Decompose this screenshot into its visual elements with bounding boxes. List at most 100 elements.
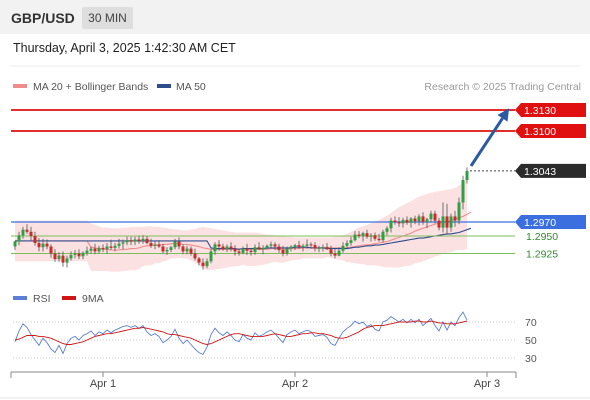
candle-body [313, 245, 317, 249]
candle [445, 203, 449, 235]
candle [341, 242, 345, 253]
candle [93, 243, 97, 255]
candle [125, 236, 129, 246]
candle [249, 247, 253, 256]
candle-body [405, 219, 409, 223]
candle [385, 226, 389, 236]
candle-body [261, 247, 265, 250]
candle [461, 175, 465, 210]
candle [201, 258, 205, 270]
candle [109, 239, 113, 250]
candle [53, 249, 57, 262]
candle [381, 229, 385, 243]
candle-body [129, 240, 133, 242]
candle [313, 242, 317, 252]
legend-swatch-ma20 [13, 84, 27, 88]
candle [193, 248, 197, 261]
candle-body [109, 246, 113, 248]
candle [413, 215, 417, 225]
candle-body [445, 216, 449, 228]
candle [37, 238, 41, 252]
candle [61, 251, 65, 267]
level-tag-1.3043 [515, 163, 586, 178]
candle-body [85, 250, 89, 253]
candle-body [61, 255, 65, 263]
candle-body [145, 238, 149, 243]
candle [161, 243, 165, 254]
candle-body [189, 248, 193, 254]
candle-body [81, 252, 85, 257]
candle-body [169, 247, 173, 250]
candle-body [389, 220, 393, 229]
candle-body [349, 240, 353, 243]
candle-body [125, 240, 129, 243]
candle [397, 217, 401, 227]
candle [349, 236, 353, 246]
candle-body [233, 248, 237, 252]
candle-body [45, 243, 49, 247]
candle [185, 245, 189, 255]
candle [289, 245, 293, 252]
candle [181, 244, 185, 255]
candle [169, 245, 173, 253]
candle-body [333, 253, 337, 256]
candle-body [361, 233, 365, 236]
candle [81, 251, 85, 260]
candle-body [337, 250, 341, 256]
candle-body [161, 246, 165, 252]
candle-body [229, 246, 233, 249]
candle-body [205, 261, 209, 267]
candle [105, 243, 109, 254]
time-label: Apr 3 [474, 378, 500, 390]
candle [453, 210, 457, 227]
candle-body [41, 243, 45, 248]
candle-body [17, 235, 21, 242]
timeframe-button[interactable]: 30 MIN [82, 7, 133, 29]
candle-body [49, 246, 53, 254]
candle [333, 249, 337, 259]
header-bar: GBP/USD 30 MIN [0, 0, 590, 34]
candle-body [237, 251, 241, 253]
candle [69, 251, 73, 261]
candle-body [325, 247, 329, 250]
candle [377, 233, 381, 242]
candle-body [25, 229, 29, 232]
candle [433, 210, 437, 224]
candle [317, 245, 321, 253]
candle [17, 231, 21, 246]
legend-label-9ma: 9MA [82, 293, 104, 305]
candle-body [221, 246, 225, 250]
candle-body [353, 234, 357, 241]
candle [429, 210, 433, 222]
candle-body [177, 241, 181, 247]
candle-body [201, 262, 205, 267]
candle [245, 243, 249, 255]
candle-body [377, 238, 381, 241]
candle [133, 236, 137, 246]
candle-body [449, 216, 453, 228]
candle [393, 216, 397, 225]
candle-body [13, 241, 17, 247]
candle-body [409, 218, 413, 223]
candle-body [249, 250, 253, 253]
candle [65, 255, 69, 268]
candle [57, 252, 61, 262]
candle [261, 245, 265, 255]
candle-body [185, 248, 189, 252]
chart-datetime: Thursday, April 3, 2025 1:42:30 AM CET [13, 41, 236, 55]
candle [101, 244, 105, 253]
candle-body [341, 245, 345, 251]
candle-body [289, 246, 293, 249]
candle [281, 245, 285, 257]
candle-body [77, 253, 81, 257]
candle [401, 217, 405, 228]
candle [257, 242, 261, 250]
candle-body [197, 258, 201, 263]
candles [13, 167, 469, 270]
candle-body [225, 246, 229, 250]
level-label-1.3100: 1.3100 [524, 126, 556, 138]
legend-label-rsi: RSI [33, 293, 51, 305]
candle-body [245, 248, 249, 251]
candle-body [397, 222, 401, 224]
